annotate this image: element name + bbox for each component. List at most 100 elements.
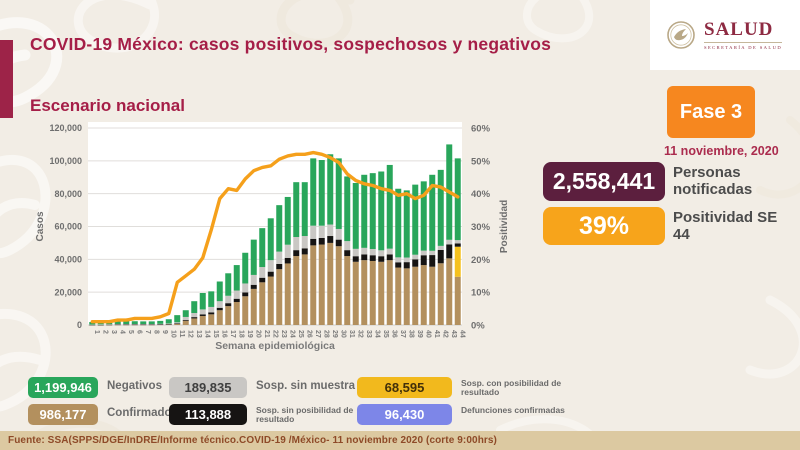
- bar-segment: [242, 296, 249, 325]
- x-axis-tick: 23: [280, 330, 287, 338]
- bar-segment: [174, 323, 181, 325]
- positivity-line: [90, 150, 460, 324]
- x-axis-tick: 13: [195, 330, 202, 338]
- bar-segment: [446, 239, 453, 245]
- bar-segment: [369, 260, 376, 325]
- positivity-badge: 39%: [543, 207, 665, 245]
- x-axis-tick: 15: [212, 330, 219, 338]
- legend-label: Negativos: [107, 380, 162, 392]
- salud-seal-icon: [667, 21, 695, 49]
- bar-segment: [191, 317, 198, 319]
- bar-segment: [420, 255, 427, 266]
- x-axis-tick: 43: [450, 330, 457, 338]
- bar-segment: [310, 225, 317, 239]
- bar-segment: [140, 321, 147, 325]
- bar-segment: [123, 321, 130, 325]
- y-axis-tick-right: 20%: [471, 255, 491, 266]
- legend-label: Confirmados: [107, 407, 178, 419]
- bar-segment: [114, 321, 121, 325]
- bar-segment: [446, 258, 453, 325]
- bar-segment: [250, 284, 257, 289]
- legend-item: 96,430 Defunciones confirmadas: [357, 404, 566, 425]
- bar-segment: [208, 312, 215, 315]
- x-axis-tick: 31: [348, 330, 355, 338]
- x-axis-tick: 40: [424, 330, 431, 338]
- bar-segment: [310, 245, 317, 325]
- bar-segment: [157, 320, 164, 324]
- bar-segment: [242, 292, 249, 297]
- bar-segment: [276, 205, 283, 252]
- bar-segment: [123, 324, 130, 326]
- bar-segment: [157, 324, 164, 326]
- bar-segment: [225, 303, 232, 307]
- x-axis-tick: 29: [331, 330, 338, 338]
- y-axis-tick-left: 80,000: [54, 189, 82, 199]
- bar-segment: [284, 257, 291, 264]
- bar-segment: [216, 307, 223, 311]
- bar-segment: [233, 298, 240, 303]
- x-axis-tick: 1: [93, 330, 100, 334]
- report-date: 11 noviembre, 2020: [664, 144, 779, 158]
- bar-segment: [208, 314, 215, 325]
- y-axis-tick-right: 30%: [471, 222, 491, 233]
- bar-segment: [148, 321, 155, 325]
- bar-segment: [420, 250, 427, 256]
- bar-segment: [106, 324, 113, 325]
- bar-segment: [242, 252, 249, 284]
- source-note: Fuente: SSA(SPPS/DGE/InDRE/Informe técni…: [8, 435, 497, 446]
- x-axis-tick: 26: [305, 330, 312, 338]
- bar-segment: [344, 250, 351, 257]
- page-title: COVID-19 México: casos positivos, sospec…: [30, 34, 552, 54]
- legend-item: 189,835 Sosp. sin muestra: [169, 377, 366, 398]
- bar-segment: [429, 250, 436, 256]
- y-axis-tick-left: 60,000: [54, 222, 82, 232]
- bar-segment: [386, 260, 393, 325]
- bar-segment: [352, 261, 359, 325]
- x-axis-tick: 3: [110, 330, 117, 334]
- legend-value-badge: 986,177: [28, 404, 98, 425]
- y-axis-tick-right: 60%: [471, 124, 491, 135]
- bar-segment: [301, 254, 308, 325]
- bar-segment: [378, 256, 385, 262]
- bar-segment: [420, 181, 427, 251]
- positivity-label: Positividad SE 44: [673, 209, 778, 243]
- bar-segment: [174, 322, 181, 324]
- x-axis-tick: 17: [229, 330, 236, 338]
- bar-segment: [284, 244, 291, 258]
- bar-segment: [174, 315, 181, 323]
- x-axis-tick: 44: [458, 330, 465, 338]
- chart-title: Escenario nacional: [30, 96, 185, 115]
- bar-segment: [378, 261, 385, 325]
- bar-segment: [225, 295, 232, 304]
- x-axis-tick: 9: [161, 330, 168, 334]
- legend-value-badge: 96,430: [357, 404, 452, 425]
- bar-segment: [293, 250, 300, 257]
- x-axis-tick: 35: [382, 330, 389, 338]
- y-axis-tick-right: 10%: [471, 288, 491, 299]
- bar-segment: [97, 324, 104, 325]
- y-axis-tick-left: 0: [77, 320, 82, 330]
- bar-segment: [446, 244, 453, 259]
- x-axis-tick: 2: [101, 330, 108, 334]
- bar-segment: [131, 324, 138, 326]
- bar-segment: [259, 277, 266, 283]
- legend-value-badge: 68,595: [357, 377, 452, 398]
- bar-segment: [412, 184, 419, 255]
- accent-bar: [0, 40, 13, 118]
- bar-segment: [403, 262, 410, 269]
- x-axis-tick: 37: [399, 330, 406, 338]
- bar-segment: [199, 315, 206, 325]
- bar-segment: [89, 324, 96, 326]
- x-axis-tick: 18: [237, 330, 244, 338]
- x-axis-tick: 34: [373, 330, 380, 338]
- bar-segment: [131, 321, 138, 325]
- x-axis-tick: 28: [322, 330, 329, 338]
- legend-value-badge: 1,199,946: [28, 377, 98, 398]
- bar-segment: [327, 224, 334, 237]
- bar-segment: [131, 324, 138, 325]
- bar-segment: [165, 319, 172, 324]
- bar-segment: [369, 173, 376, 249]
- bar-segment: [191, 313, 198, 318]
- x-axis-tick: 12: [186, 330, 193, 338]
